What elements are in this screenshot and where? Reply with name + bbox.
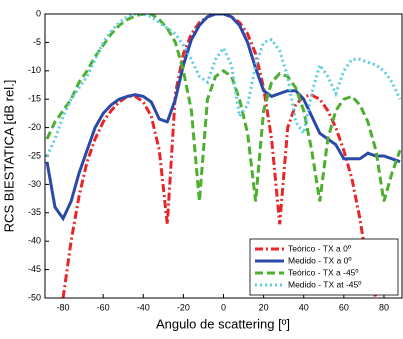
y-tick-label: -15 <box>28 94 41 104</box>
series-line <box>45 14 402 157</box>
y-tick-label: -20 <box>28 122 41 132</box>
y-tick-label: 0 <box>36 8 41 18</box>
legend-label: Teórico - TX a -45º <box>288 267 359 277</box>
x-tick-label: 60 <box>339 302 349 312</box>
x-tick-label: -60 <box>97 302 110 312</box>
x-tick-label: 0 <box>221 302 226 312</box>
plot-frame <box>44 13 403 299</box>
legend-label: Medido - TX a 0º <box>288 255 351 265</box>
legend-label: Teórico - TX a 0º <box>288 243 351 253</box>
y-tick-label: -45 <box>28 264 41 274</box>
y-tick-label: -35 <box>28 207 41 217</box>
series-line <box>45 14 401 222</box>
y-axis-label: RCS BIESTATICA [dB rel.] <box>1 80 16 233</box>
x-tick-label: 40 <box>299 302 309 312</box>
y-tick-label: -40 <box>28 236 41 246</box>
y-tick-label: -10 <box>28 65 41 75</box>
series-line <box>45 14 402 202</box>
x-tick-label: -40 <box>137 302 150 312</box>
y-tick-label: -5 <box>33 37 41 47</box>
legend-label: Medido - TX at -45º <box>288 279 361 289</box>
y-tick-label: -50 <box>28 292 41 302</box>
x-tick-label: -20 <box>177 302 190 312</box>
y-tick-label: -25 <box>28 150 41 160</box>
x-axis-label: Angulo de scattering [º] <box>156 316 290 331</box>
x-tick-label: 20 <box>259 302 269 312</box>
x-tick-label: -80 <box>57 302 70 312</box>
y-tick-label: -30 <box>28 179 41 189</box>
series-line <box>61 14 378 298</box>
x-tick-label: 80 <box>379 302 389 312</box>
